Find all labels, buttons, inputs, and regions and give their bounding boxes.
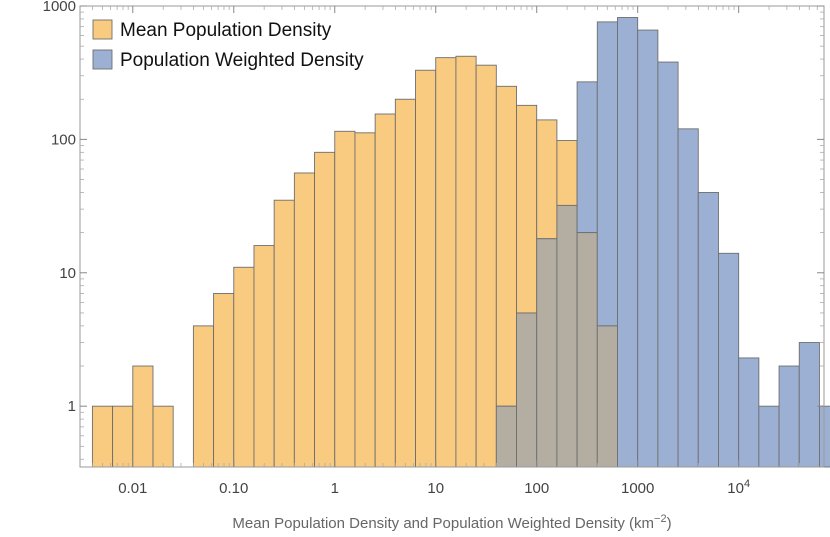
- x-tick-label-text: 1: [331, 480, 339, 497]
- bar-mean-density-10: [293, 172, 316, 468]
- x-tick-label: 1: [331, 480, 339, 497]
- x-tick-label: 10: [427, 480, 444, 497]
- bar-overlap-21: [516, 312, 538, 468]
- x-tick-label-text: 100: [524, 480, 549, 497]
- x-tick-label-text: 10: [427, 480, 444, 497]
- bar-mean-density-9: [273, 199, 295, 468]
- bar-overlap-22: [536, 238, 558, 468]
- bar-overlap-24: [576, 232, 598, 468]
- legend-label-0: Mean Population Density: [120, 20, 332, 41]
- bar-weighted-density-28: [657, 61, 679, 468]
- plot-frame: [79, 5, 825, 468]
- legend-swatch-0: [92, 19, 113, 40]
- bar-mean-density-16: [415, 69, 437, 468]
- bar-mean-density-5: [192, 325, 215, 468]
- bar-weighted-density-34: [778, 365, 800, 468]
- legend-swatch-1: [92, 49, 113, 70]
- bar-mean-density-0: [91, 405, 114, 468]
- bar-mean-density-21: [516, 104, 538, 314]
- y-tick-label: 1: [68, 398, 76, 415]
- bar-mean-density-19: [475, 64, 497, 468]
- bar-overlap-23: [556, 204, 578, 468]
- bar-weighted-density-36: [818, 405, 830, 468]
- bar-weighted-density-32: [738, 357, 760, 468]
- x-axis-title-main: Mean Population Density and Population W…: [232, 515, 654, 532]
- legend: Mean Population Density Population Weight…: [92, 19, 364, 71]
- bar-mean-density-6: [213, 293, 235, 468]
- x-tick-label-text: 10: [727, 480, 744, 497]
- bar-mean-density-18: [455, 55, 477, 468]
- x-tick-label-text: 0.10: [219, 480, 248, 497]
- legend-label-1: Population Weighted Density: [120, 50, 364, 71]
- x-axis-title-suffix: ): [667, 515, 672, 532]
- bar-mean-density-8: [253, 245, 275, 468]
- histogram-bars: [91, 17, 830, 468]
- y-tick-label: 10: [59, 265, 76, 282]
- bar-weighted-density-30: [697, 192, 719, 468]
- x-tick-label-exponent: 4: [744, 478, 750, 490]
- bar-mean-density-23: [556, 140, 578, 206]
- x-axis-title-exponent: −2: [654, 513, 667, 525]
- bar-weighted-density-31: [718, 252, 740, 468]
- bar-mean-density-14: [374, 113, 396, 468]
- bar-mean-density-22: [536, 119, 558, 240]
- bar-overlap-25: [596, 325, 618, 468]
- y-tick-label: 100: [51, 131, 76, 148]
- bar-weighted-density-26: [617, 17, 639, 468]
- bar-weighted-density-25: [596, 21, 618, 327]
- bar-mean-density-2: [132, 365, 154, 468]
- bar-weighted-density-24: [576, 81, 598, 234]
- x-tick-label: 0.10: [219, 480, 248, 497]
- bar-weighted-density-27: [637, 29, 659, 468]
- bar-mean-density-12: [334, 130, 356, 468]
- bar-mean-density-20: [495, 85, 517, 407]
- y-tick-label: 1000: [43, 0, 76, 15]
- bar-weighted-density-29: [677, 128, 699, 468]
- x-axis-title: Mean Population Density and Population W…: [232, 513, 671, 532]
- bar-overlap-20: [495, 405, 517, 468]
- bar-mean-density-11: [314, 151, 336, 468]
- bar-mean-density-3: [152, 405, 174, 468]
- bar-mean-density-17: [435, 57, 457, 468]
- bar-weighted-density-33: [758, 405, 780, 468]
- bar-mean-density-1: [112, 405, 134, 468]
- plot-border: [79, 5, 825, 468]
- x-tick-label-text: 0.01: [118, 480, 147, 497]
- bar-mean-density-7: [233, 266, 255, 468]
- x-tick-label: 104: [727, 478, 750, 497]
- x-tick-label-text: 1000: [621, 480, 654, 497]
- x-tick-label: 100: [524, 480, 549, 497]
- bar-mean-density-15: [394, 98, 416, 468]
- bar-weighted-density-35: [798, 342, 820, 468]
- x-tick-label: 0.01: [118, 480, 147, 497]
- bar-mean-density-13: [354, 132, 376, 468]
- x-tick-label: 1000: [621, 480, 654, 497]
